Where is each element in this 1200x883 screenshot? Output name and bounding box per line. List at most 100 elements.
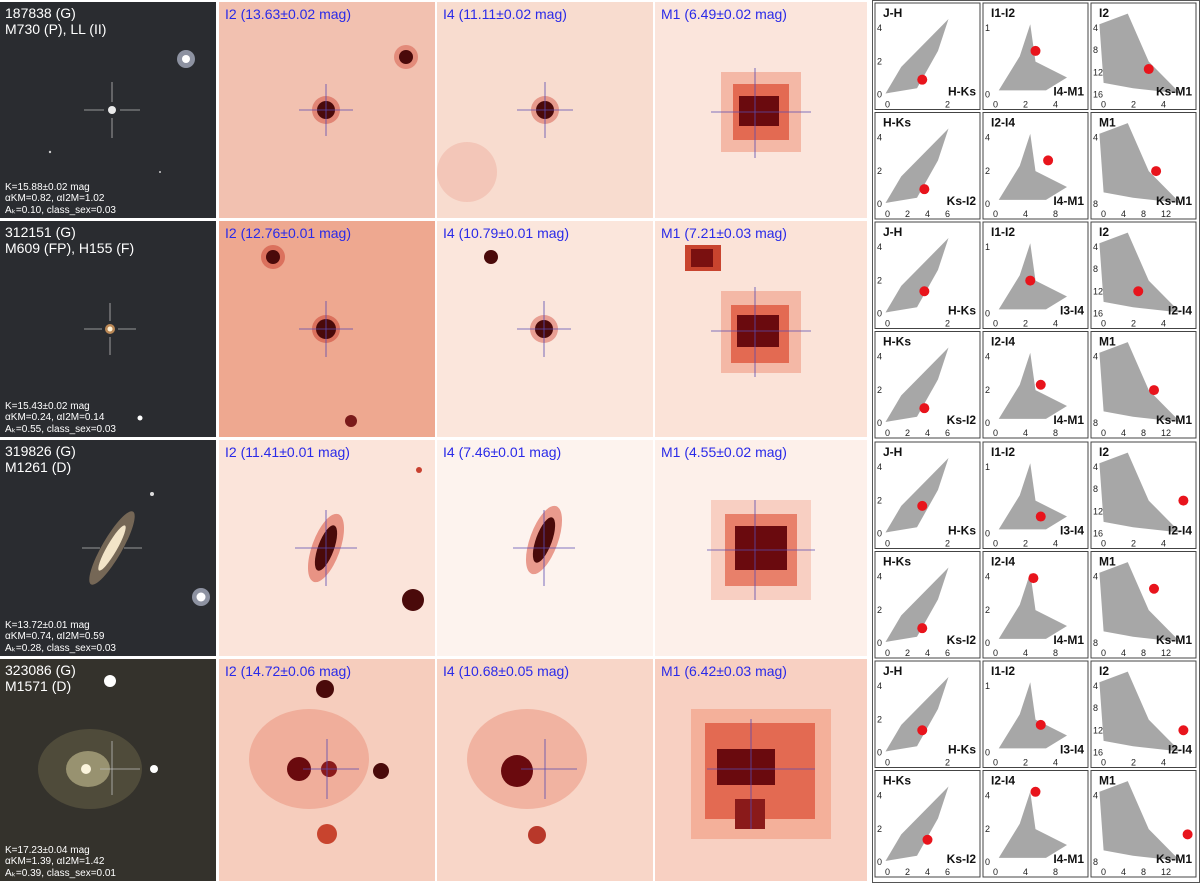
cmd-ytick: 0 bbox=[877, 418, 882, 428]
cmd-xtick: 2 bbox=[945, 319, 950, 329]
source-properties: K=15.88±0.02 mag αKM=0.82, αI2M=1.02 Aₖ=… bbox=[5, 182, 116, 217]
cmd-ytick: 1 bbox=[985, 23, 990, 33]
source-id-block: 323086 (G) M1571 (D) bbox=[5, 662, 76, 694]
cmd-panel: M1 Ks-M1 0 4 8 12 4 8 bbox=[1090, 112, 1197, 220]
cmd-panel: I1-I2 I3-I4 0 2 4 1 0 bbox=[982, 660, 1089, 768]
cmd-ylabel: H-Ks bbox=[883, 335, 911, 349]
i4-magnitude: I4 (10.68±0.05 mag) bbox=[443, 663, 569, 679]
source-id: 319826 (G) bbox=[5, 443, 76, 459]
cmd-xtick: 4 bbox=[925, 867, 930, 877]
cmd-ytick: 4 bbox=[877, 572, 882, 582]
cmd-ytick: 2 bbox=[877, 385, 882, 395]
extinction-class: Aₖ=0.39, class_sex=0.01 bbox=[5, 867, 116, 879]
cmd-xlabel: I4-M1 bbox=[1053, 852, 1084, 866]
extinction-class: Aₖ=0.10, class_sex=0.03 bbox=[5, 204, 116, 216]
cmd-source-marker bbox=[1035, 379, 1046, 390]
cmd-point-cloud bbox=[885, 347, 949, 423]
cmd-xlabel: Ks-I2 bbox=[947, 194, 977, 208]
cmd-source-marker bbox=[1151, 166, 1162, 177]
m1-image: M1 (7.21±0.03 mag) bbox=[655, 221, 867, 437]
cmd-xlabel: I3-I4 bbox=[1060, 524, 1084, 538]
cmd-ytick: 8 bbox=[1093, 703, 1098, 713]
cmd-source-marker bbox=[917, 500, 928, 511]
cmd-point-cloud bbox=[1099, 232, 1181, 313]
i4-image: I4 (7.46±0.01 mag) bbox=[437, 440, 653, 656]
cmd-xtick: 2 bbox=[1023, 539, 1028, 549]
cmd-xtick: 2 bbox=[905, 867, 910, 877]
cmd-point-cloud bbox=[1099, 123, 1181, 204]
cmd-source-marker bbox=[1035, 511, 1046, 522]
cmd-xtick: 12 bbox=[1161, 867, 1171, 877]
source-row-2: 312151 (G) M609 (FP), H155 (F) K=15.43±0… bbox=[0, 221, 867, 437]
i2-magnitude: I2 (13.63±0.02 mag) bbox=[225, 6, 351, 22]
cmd-xlabel: I2-I4 bbox=[1168, 743, 1192, 757]
cmd-panel: M1 Ks-M1 0 4 8 12 4 8 bbox=[1090, 770, 1197, 878]
cmd-ylabel: M1 bbox=[1099, 555, 1116, 569]
cmd-xtick: 4 bbox=[1023, 209, 1028, 219]
cmd-ytick: 4 bbox=[985, 352, 990, 362]
cmd-ylabel: J-H bbox=[883, 225, 902, 239]
i2-image-canvas bbox=[299, 45, 418, 136]
cmd-source-marker bbox=[1028, 573, 1039, 584]
cmd-ylabel: I2-I4 bbox=[991, 774, 1015, 788]
cmd-xtick: 2 bbox=[905, 428, 910, 438]
cmd-xtick: 4 bbox=[1023, 428, 1028, 438]
cmd-xtick: 0 bbox=[885, 539, 890, 549]
cmd-xtick: 12 bbox=[1161, 209, 1171, 219]
cmd-xtick: 8 bbox=[1141, 428, 1146, 438]
cmd-ytick: 12 bbox=[1093, 286, 1103, 296]
cmd-source-marker bbox=[1025, 275, 1036, 286]
cmd-xtick: 0 bbox=[885, 648, 890, 658]
cmd-ylabel: I2 bbox=[1099, 445, 1109, 459]
cmd-ytick: 4 bbox=[1093, 352, 1098, 362]
cmd-xtick: 4 bbox=[925, 648, 930, 658]
optical-image-canvas bbox=[82, 492, 210, 606]
cmd-xtick: 4 bbox=[1121, 648, 1126, 658]
cmd-ytick: 4 bbox=[877, 681, 882, 691]
i4-image-canvas bbox=[437, 82, 573, 202]
cmd-point-cloud bbox=[998, 682, 1067, 749]
cmd-ytick: 4 bbox=[1093, 681, 1098, 691]
optical-image: 312151 (G) M609 (FP), H155 (F) K=15.43±0… bbox=[0, 221, 216, 437]
cmd-ylabel: M1 bbox=[1099, 774, 1116, 788]
m1-magnitude: M1 (4.55±0.02 mag) bbox=[661, 444, 787, 460]
cmd-xlabel: I4-M1 bbox=[1053, 194, 1084, 208]
extinction-class: Aₖ=0.55, class_sex=0.03 bbox=[5, 423, 116, 435]
m1-image-canvas bbox=[685, 245, 811, 377]
i2-image-canvas bbox=[249, 680, 389, 844]
cmd-ylabel: I1-I2 bbox=[991, 225, 1015, 239]
i4-magnitude: I4 (10.79±0.01 mag) bbox=[443, 225, 569, 241]
cmd-xtick: 4 bbox=[925, 428, 930, 438]
source-id-block: 187838 (G) M730 (P), LL (II) bbox=[5, 5, 106, 37]
source-matches: M609 (FP), H155 (F) bbox=[5, 240, 135, 256]
cmd-xtick: 8 bbox=[1141, 648, 1146, 658]
m1-image-canvas bbox=[691, 709, 831, 839]
cmd-ytick: 8 bbox=[1093, 638, 1098, 648]
cmd-ytick: 2 bbox=[985, 166, 990, 176]
cmd-point-cloud bbox=[998, 24, 1067, 91]
i4-image-canvas bbox=[467, 709, 587, 844]
cmd-xtick: 4 bbox=[1161, 758, 1166, 768]
i2-magnitude: I2 (14.72±0.06 mag) bbox=[225, 663, 351, 679]
cmd-point-cloud bbox=[1099, 342, 1181, 423]
cmd-ytick: 4 bbox=[985, 133, 990, 143]
cmd-source-marker bbox=[917, 725, 928, 736]
cmd-ytick: 1 bbox=[985, 242, 990, 252]
cmd-xtick: 4 bbox=[1121, 428, 1126, 438]
m1-magnitude: M1 (7.21±0.03 mag) bbox=[661, 225, 787, 241]
cmd-ylabel: I2 bbox=[1099, 6, 1109, 20]
cmd-panel: H-Ks Ks-I2 0 2 4 6 4 2 0 bbox=[874, 770, 981, 878]
cmd-ytick: 8 bbox=[1093, 199, 1098, 209]
cmd-ytick: 1 bbox=[985, 681, 990, 691]
cmd-xtick: 2 bbox=[905, 648, 910, 658]
cmd-ytick: 4 bbox=[877, 462, 882, 472]
cmd-ylabel: I1-I2 bbox=[991, 6, 1015, 20]
cmd-xtick: 8 bbox=[1053, 648, 1058, 658]
source-properties: K=17.23±0.04 mag αKM=1.39, αI2M=1.42 Aₖ=… bbox=[5, 845, 116, 880]
cmd-point-cloud bbox=[1099, 13, 1181, 94]
cmd-ytick: 0 bbox=[877, 638, 882, 648]
m1-magnitude: M1 (6.49±0.02 mag) bbox=[661, 6, 787, 22]
cmd-xtick: 0 bbox=[885, 428, 890, 438]
cmd-ylabel: J-H bbox=[883, 445, 902, 459]
optical-image-canvas bbox=[38, 675, 158, 809]
